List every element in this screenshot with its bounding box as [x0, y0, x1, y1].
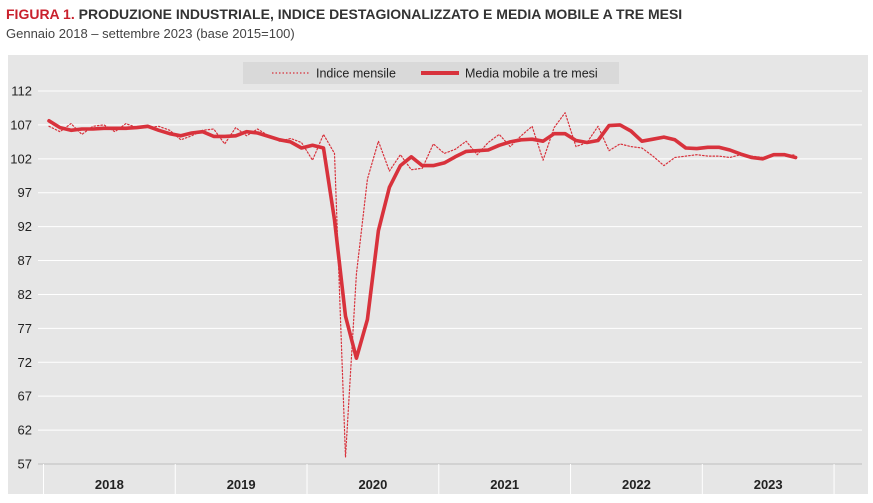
- series-line-indice-mensile: [48, 112, 797, 458]
- x-tick-label: 2019: [227, 477, 256, 492]
- x-tick-label: 2021: [490, 477, 519, 492]
- y-tick-label: 97: [18, 185, 32, 200]
- y-tick-label: 62: [18, 423, 32, 438]
- y-tick-label: 82: [18, 287, 32, 302]
- x-tick-label: 2023: [754, 477, 783, 492]
- series-line-media-mobile: [47, 119, 798, 361]
- chart-title: FIGURA 1. PRODUZIONE INDUSTRIALE, INDICE…: [6, 6, 682, 22]
- y-tick-label: 67: [18, 389, 32, 404]
- legend-label-media-mobile: Media mobile a tre mesi: [465, 67, 598, 81]
- chart-title-text: PRODUZIONE INDUSTRIALE, INDICE DESTAGION…: [78, 6, 683, 22]
- x-tick-label: 2022: [622, 477, 651, 492]
- plot-area: [8, 55, 868, 494]
- y-tick-label: 107: [10, 117, 32, 132]
- legend: Indice mensile Media mobile a tre mesi: [243, 62, 619, 84]
- chart-title-lead: FIGURA 1.: [6, 6, 75, 22]
- x-axis: 2018 2019 2020 2021 2022 2023: [38, 463, 862, 494]
- y-tick-label: 112: [11, 84, 32, 99]
- y-axis: 57 62 67 72 77 82 87 92 97 102 107 112: [10, 84, 32, 472]
- y-tick-label: 92: [18, 219, 32, 234]
- x-tick-label: 2018: [95, 477, 124, 492]
- y-tick-label: 87: [18, 253, 32, 268]
- y-tick-label: 72: [18, 355, 32, 370]
- y-tick-label: 77: [18, 321, 32, 336]
- legend-label-indice-mensile: Indice mensile: [316, 67, 396, 81]
- series-layer: [47, 112, 798, 458]
- x-tick-label: 2020: [358, 477, 387, 492]
- y-tick-label: 57: [18, 457, 32, 472]
- chart-subtitle: Gennaio 2018 – settembre 2023 (base 2015…: [6, 26, 295, 41]
- y-tick-label: 102: [10, 151, 32, 166]
